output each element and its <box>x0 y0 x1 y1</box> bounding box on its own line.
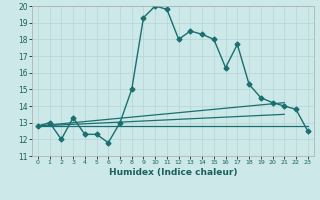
X-axis label: Humidex (Indice chaleur): Humidex (Indice chaleur) <box>108 168 237 177</box>
